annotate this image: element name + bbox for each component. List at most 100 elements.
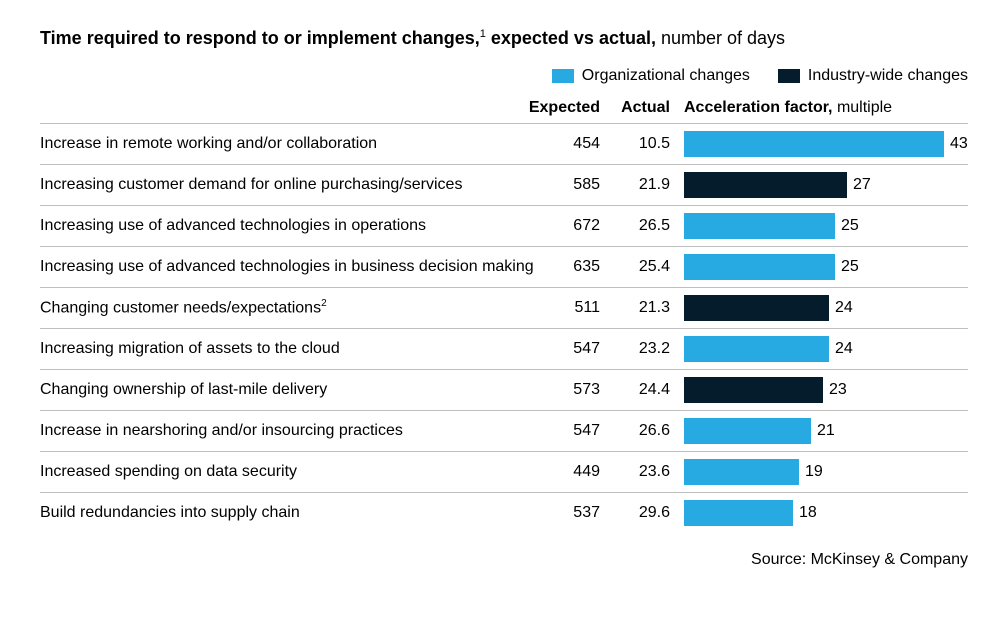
table-row: Increasing customer demand for online pu… xyxy=(40,164,968,205)
row-expected: 635 xyxy=(510,258,600,276)
legend-swatch-org xyxy=(552,69,574,83)
row-bar-cell: 25 xyxy=(684,254,968,280)
row-label-text: Increasing migration of assets to the cl… xyxy=(40,340,340,357)
table-row: Increase in nearshoring and/or insourcin… xyxy=(40,410,968,451)
header-expected: Expected xyxy=(510,99,600,117)
row-actual: 23.2 xyxy=(600,340,684,358)
row-label-text: Increase in remote working and/or collab… xyxy=(40,135,377,152)
acceleration-bar xyxy=(684,213,835,239)
row-label: Increase in remote working and/or collab… xyxy=(40,135,510,153)
row-expected: 672 xyxy=(510,217,600,235)
table-row: Increased spending on data security 44923… xyxy=(40,451,968,492)
acceleration-value: 18 xyxy=(799,504,817,522)
acceleration-value: 25 xyxy=(841,217,859,235)
legend-label-org: Organizational changes xyxy=(582,67,750,85)
chart-title: Time required to respond to or implement… xyxy=(40,28,968,49)
row-label: Increasing migration of assets to the cl… xyxy=(40,340,510,358)
table-row: Changing customer needs/expectations2511… xyxy=(40,287,968,328)
title-plain: number of days xyxy=(656,28,785,48)
acceleration-value: 23 xyxy=(829,381,847,399)
row-label-text: Changing customer needs/expectations xyxy=(40,300,321,317)
row-label-text: Increasing customer demand for online pu… xyxy=(40,176,462,193)
row-label-text: Increase in nearshoring and/or insourcin… xyxy=(40,422,403,439)
row-expected: 585 xyxy=(510,176,600,194)
row-expected: 573 xyxy=(510,381,600,399)
title-bold-1: Time required to respond to or implement… xyxy=(40,28,480,48)
row-bar-cell: 27 xyxy=(684,172,968,198)
acceleration-bar xyxy=(684,459,799,485)
acceleration-value: 24 xyxy=(835,340,853,358)
chart-container: Time required to respond to or implement… xyxy=(0,0,1008,589)
row-actual: 25.4 xyxy=(600,258,684,276)
acceleration-bar xyxy=(684,295,829,321)
row-bar-cell: 43 xyxy=(684,131,968,157)
row-actual: 10.5 xyxy=(600,135,684,153)
legend-item-ind: Industry-wide changes xyxy=(778,67,968,85)
row-bar-cell: 24 xyxy=(684,295,968,321)
row-label-text: Increased spending on data security xyxy=(40,463,297,480)
title-bold-2: expected vs actual, xyxy=(486,28,656,48)
acceleration-bar xyxy=(684,500,793,526)
table-row: Changing ownership of last-mile delivery… xyxy=(40,369,968,410)
row-expected: 511 xyxy=(510,299,600,317)
row-label-text: Increasing use of advanced technologies … xyxy=(40,258,534,275)
header-accel-bold: Acceleration factor, xyxy=(684,99,833,116)
row-label: Increase in nearshoring and/or insourcin… xyxy=(40,422,510,440)
table-row: Increase in remote working and/or collab… xyxy=(40,123,968,164)
row-label-text: Increasing use of advanced technologies … xyxy=(40,217,426,234)
header-accel-plain: multiple xyxy=(833,99,893,116)
acceleration-bar xyxy=(684,172,847,198)
row-label-text: Build redundancies into supply chain xyxy=(40,504,300,521)
table-row: Increasing use of advanced technologies … xyxy=(40,205,968,246)
row-bar-cell: 25 xyxy=(684,213,968,239)
row-label-text: Changing ownership of last-mile delivery xyxy=(40,381,327,398)
acceleration-value: 25 xyxy=(841,258,859,276)
source-attribution: Source: McKinsey & Company xyxy=(40,551,968,569)
row-bar-cell: 24 xyxy=(684,336,968,362)
row-expected: 537 xyxy=(510,504,600,522)
header-acceleration: Acceleration factor, multiple xyxy=(684,99,968,117)
row-bar-cell: 18 xyxy=(684,500,968,526)
acceleration-value: 24 xyxy=(835,299,853,317)
row-actual: 21.3 xyxy=(600,299,684,317)
table-row: Build redundancies into supply chain 5372… xyxy=(40,492,968,533)
row-label: Increasing customer demand for online pu… xyxy=(40,176,510,194)
header-spacer xyxy=(40,99,510,117)
row-actual: 23.6 xyxy=(600,463,684,481)
legend-label-ind: Industry-wide changes xyxy=(808,67,968,85)
rows-container: Increase in remote working and/or collab… xyxy=(40,123,968,533)
row-expected: 547 xyxy=(510,340,600,358)
table-row: Increasing use of advanced technologies … xyxy=(40,246,968,287)
row-label-footnote: 2 xyxy=(321,298,327,309)
row-label: Changing ownership of last-mile delivery xyxy=(40,381,510,399)
legend-item-org: Organizational changes xyxy=(552,67,750,85)
acceleration-value: 19 xyxy=(805,463,823,481)
row-expected: 449 xyxy=(510,463,600,481)
row-actual: 26.6 xyxy=(600,422,684,440)
legend-swatch-ind xyxy=(778,69,800,83)
acceleration-value: 27 xyxy=(853,176,871,194)
row-bar-cell: 19 xyxy=(684,459,968,485)
acceleration-bar xyxy=(684,254,835,280)
acceleration-bar xyxy=(684,131,944,157)
acceleration-bar xyxy=(684,336,829,362)
row-bar-cell: 21 xyxy=(684,418,968,444)
row-bar-cell: 23 xyxy=(684,377,968,403)
row-expected: 454 xyxy=(510,135,600,153)
acceleration-value: 43 xyxy=(950,135,968,153)
row-expected: 547 xyxy=(510,422,600,440)
row-actual: 26.5 xyxy=(600,217,684,235)
row-label: Increasing use of advanced technologies … xyxy=(40,258,510,276)
row-label: Build redundancies into supply chain xyxy=(40,504,510,522)
acceleration-bar xyxy=(684,377,823,403)
row-actual: 21.9 xyxy=(600,176,684,194)
acceleration-value: 21 xyxy=(817,422,835,440)
acceleration-bar xyxy=(684,418,811,444)
row-label: Increased spending on data security xyxy=(40,463,510,481)
row-label: Increasing use of advanced technologies … xyxy=(40,217,510,235)
legend: Organizational changes Industry-wide cha… xyxy=(40,67,968,85)
row-label: Changing customer needs/expectations2 xyxy=(40,298,510,317)
row-actual: 24.4 xyxy=(600,381,684,399)
row-actual: 29.6 xyxy=(600,504,684,522)
column-headers: Expected Actual Acceleration factor, mul… xyxy=(40,99,968,123)
